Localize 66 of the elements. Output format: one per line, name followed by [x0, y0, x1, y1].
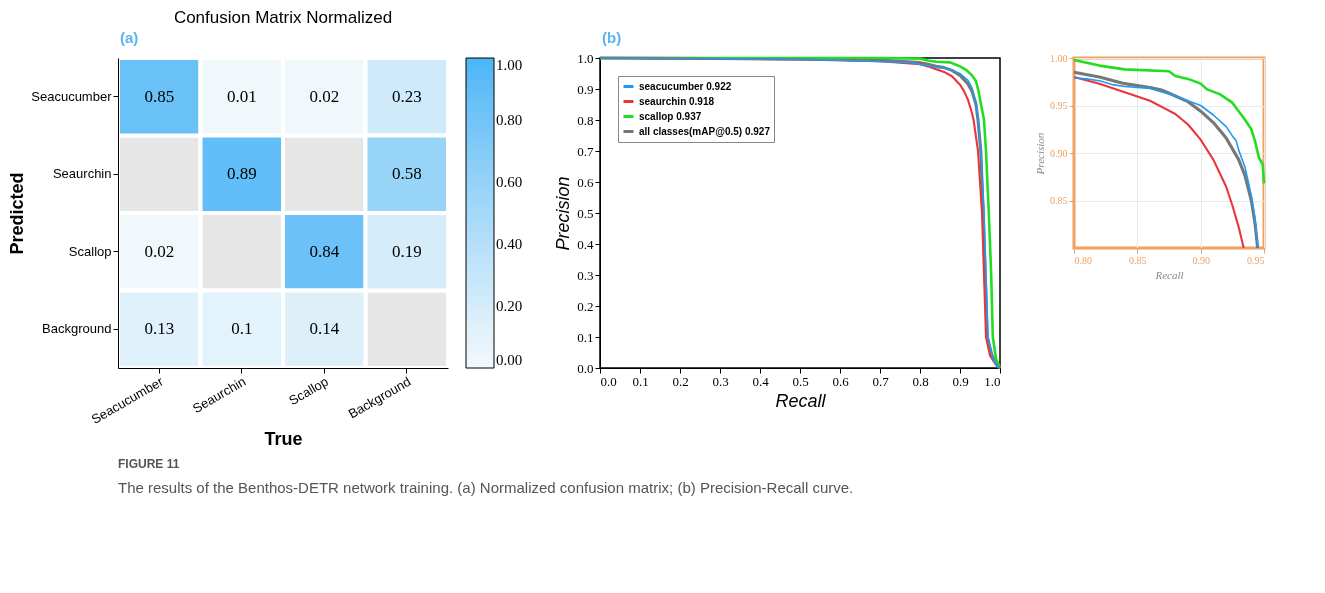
y-tick-label: 0.5: [577, 205, 594, 221]
x-axis-title: Recall: [775, 390, 827, 411]
text: (a): [120, 29, 139, 46]
data-label: 0.89: [226, 164, 257, 184]
data-label: 0.84: [309, 241, 340, 261]
y-tick-label: Seaurchin: [52, 166, 112, 182]
y-tick-label: 0.90: [1050, 147, 1068, 159]
data-label: 0.19: [391, 241, 422, 261]
x-tick-label: 0.95: [1247, 254, 1265, 266]
text: The results of the Benthos-DETR network training. (a) Normalized confusion matrix; (b) Precision-Recall curve.: [118, 479, 854, 496]
y-tick-label: 1.0: [577, 50, 594, 66]
y-tick-label: 0.0: [577, 360, 594, 376]
color-bar-label: 1.00: [496, 57, 523, 73]
x-tick-label: 0.4: [752, 373, 770, 389]
y-axis-title: Precision: [553, 176, 574, 251]
color-bar-label: 0.20: [496, 298, 523, 314]
legend-label: seaurchin 0.918: [639, 95, 715, 107]
y-tick-label: 0.2: [577, 298, 594, 314]
x-tick-label: 0.2: [672, 373, 689, 389]
x-tick-label: 0.85: [1129, 254, 1147, 266]
x-axis-title: True: [264, 428, 303, 449]
y-tick-label: 0.4: [577, 236, 594, 252]
x-axis-title: Recall: [1154, 268, 1184, 281]
y-tick-label: 0.8: [577, 112, 594, 128]
y-axis-title: Precision: [1034, 132, 1046, 176]
y-tick-label: Background: [42, 321, 112, 337]
y-tick-label: Seacucumber: [31, 88, 113, 104]
y-axis-title: Predicted: [7, 172, 28, 255]
data-label: 0.01: [226, 86, 257, 106]
x-tick-label: 0.7: [872, 373, 890, 389]
y-tick-label: 1.00: [1050, 52, 1068, 64]
y-tick-label: 0.3: [577, 267, 594, 283]
data-label: 0.13: [144, 319, 175, 339]
x-tick-label: 0.3: [712, 373, 729, 389]
data-label: 0.14: [309, 319, 340, 339]
y-tick-label: 0.1: [577, 329, 594, 345]
chart-title: Confusion Matrix Normalized: [173, 8, 393, 27]
x-tick-label: 0.80: [1074, 254, 1092, 266]
color-bar-label: 0.40: [496, 236, 523, 252]
x-tick-label: 0.1: [632, 373, 649, 389]
data-label: 0.1: [231, 319, 253, 339]
x-tick-label: 0.5: [792, 373, 809, 389]
x-tick-label: 0.6: [832, 373, 850, 389]
legend-label: scallop 0.937: [639, 110, 702, 122]
x-tick-label: 1.0: [984, 373, 1001, 389]
x-tick-label: 0.0: [600, 373, 617, 389]
data-label: 0.58: [391, 164, 422, 184]
text: (b): [602, 29, 622, 46]
data-label: 0.85: [144, 86, 175, 106]
y-tick-label: 0.85: [1050, 195, 1068, 206]
data-label: 0.23: [391, 86, 422, 106]
color-bar-label: 0.80: [496, 112, 523, 128]
y-tick-label: 0.6: [577, 174, 594, 190]
x-tick-label: 0.8: [912, 373, 929, 389]
y-tick-label: 0.95: [1050, 100, 1068, 111]
x-tick-label: 0.90: [1192, 254, 1210, 266]
caption: FIGURE 11: [118, 457, 180, 471]
x-tick-label: 0.9: [952, 373, 969, 389]
color-bar-label: 0.00: [496, 352, 523, 368]
data-label: 0.02: [309, 86, 340, 106]
y-tick-label: 0.7: [577, 143, 594, 159]
color-bar-label: 0.60: [496, 174, 523, 190]
data-label: 0.02: [144, 241, 175, 261]
legend-label: all classes(mAP@0.5) 0.927: [639, 125, 771, 137]
legend-label: seacucumber 0.922: [639, 80, 732, 92]
y-tick-label: 0.9: [577, 81, 594, 97]
